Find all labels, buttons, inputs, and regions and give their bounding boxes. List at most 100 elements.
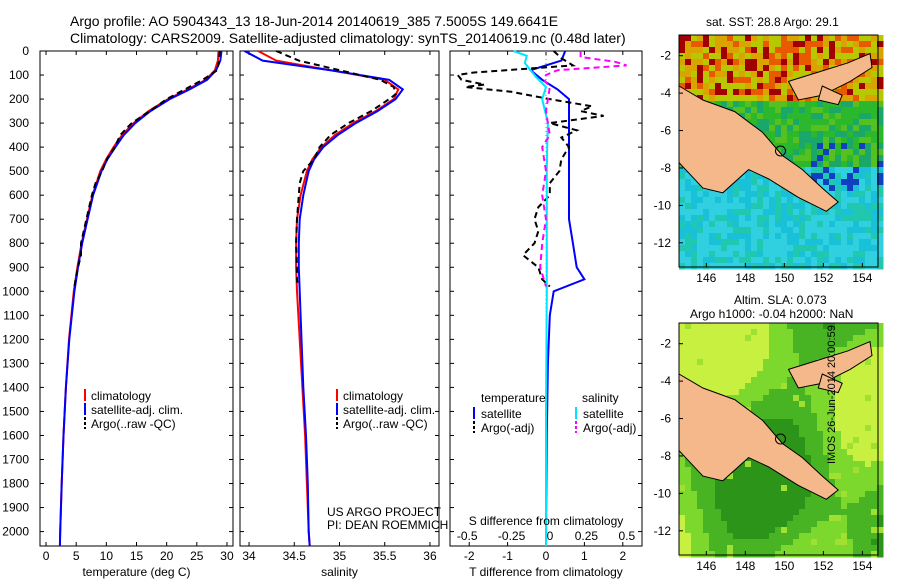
map-cell bbox=[757, 413, 764, 420]
map-cell bbox=[769, 491, 776, 498]
map-cell bbox=[775, 479, 782, 486]
map-cell bbox=[865, 77, 872, 84]
map-cell bbox=[835, 347, 842, 354]
map-cell bbox=[709, 245, 716, 252]
map-cell bbox=[799, 509, 806, 516]
map-cell bbox=[799, 449, 806, 456]
map-cell bbox=[745, 341, 752, 348]
map-cell bbox=[829, 263, 836, 270]
map-cell bbox=[793, 551, 800, 558]
map-cell bbox=[793, 419, 800, 426]
map-cell bbox=[871, 491, 878, 498]
map-cell bbox=[775, 107, 782, 114]
map-cell bbox=[835, 539, 842, 546]
map-cell bbox=[769, 509, 776, 516]
map-cell bbox=[799, 359, 806, 366]
map-cell bbox=[829, 329, 836, 336]
map-cell bbox=[775, 95, 782, 102]
map-cell bbox=[733, 347, 740, 354]
map-cell bbox=[751, 395, 758, 402]
map-cell bbox=[811, 419, 818, 426]
map-cell bbox=[787, 149, 794, 156]
map-cell bbox=[691, 41, 698, 48]
map-cell bbox=[877, 77, 884, 84]
map-cell bbox=[727, 371, 734, 378]
map-cell bbox=[877, 107, 884, 114]
map-cell bbox=[763, 521, 770, 528]
map-cell bbox=[853, 233, 860, 240]
map-cell bbox=[787, 545, 794, 552]
map-cell bbox=[847, 455, 854, 462]
map-cell bbox=[793, 437, 800, 444]
map-cell bbox=[703, 251, 710, 258]
map-cell bbox=[835, 455, 842, 462]
map-cell bbox=[721, 239, 728, 246]
map-cell bbox=[811, 203, 818, 210]
map-cell bbox=[769, 479, 776, 486]
map-lat-label: -2 bbox=[660, 337, 671, 351]
map-cell bbox=[811, 335, 818, 342]
map-cell bbox=[871, 83, 878, 90]
map-cell bbox=[865, 335, 872, 342]
map-cell bbox=[871, 539, 878, 546]
map-cell bbox=[835, 227, 842, 234]
map-cell bbox=[727, 521, 734, 528]
map-cell bbox=[811, 167, 818, 174]
map-cell bbox=[829, 53, 836, 60]
map-cell bbox=[823, 545, 830, 552]
map-cell bbox=[775, 35, 782, 42]
map-cell bbox=[847, 149, 854, 156]
map-cell bbox=[739, 41, 746, 48]
map-cell bbox=[829, 149, 836, 156]
map-cell bbox=[721, 527, 728, 534]
map-cell bbox=[793, 125, 800, 132]
map-cell bbox=[733, 527, 740, 534]
map-cell bbox=[751, 461, 758, 468]
map-cell bbox=[739, 263, 746, 270]
map-frame bbox=[678, 34, 879, 268]
map-cell bbox=[769, 125, 776, 132]
map-cell bbox=[751, 539, 758, 546]
map-cell bbox=[679, 197, 686, 204]
depth-tick-label: 1700 bbox=[2, 452, 29, 466]
map-cell bbox=[841, 497, 848, 504]
map-cell bbox=[697, 89, 704, 96]
map-cell bbox=[847, 209, 854, 216]
map-cell bbox=[847, 47, 854, 54]
map-cell bbox=[739, 77, 746, 84]
map-cell bbox=[841, 245, 848, 252]
map-cell bbox=[709, 65, 716, 72]
map-cell bbox=[829, 167, 836, 174]
map-cell bbox=[787, 335, 794, 342]
map-cell bbox=[805, 551, 812, 558]
map-cell bbox=[793, 521, 800, 528]
map-cell bbox=[811, 119, 818, 126]
map-cell bbox=[787, 263, 794, 270]
map-cell bbox=[823, 125, 830, 132]
map-cell bbox=[835, 503, 842, 510]
map-lat-label: -2 bbox=[660, 49, 671, 63]
map-cell bbox=[679, 473, 686, 480]
map-cell bbox=[847, 509, 854, 516]
map-cell bbox=[871, 437, 878, 444]
map-cell bbox=[781, 365, 788, 372]
map-cell bbox=[781, 431, 788, 438]
map-cell bbox=[763, 95, 770, 102]
map-cell bbox=[871, 95, 878, 102]
map-cell bbox=[781, 53, 788, 60]
map-cell bbox=[817, 347, 824, 354]
map-cell bbox=[841, 155, 848, 162]
map-cell bbox=[691, 545, 698, 552]
map-cell bbox=[829, 173, 836, 180]
map-cell bbox=[841, 185, 848, 192]
map-cell bbox=[757, 251, 764, 258]
map-cell bbox=[829, 515, 836, 522]
map-cell bbox=[829, 323, 836, 330]
map-cell bbox=[865, 149, 872, 156]
map-cell bbox=[691, 59, 698, 66]
map-cell bbox=[721, 197, 728, 204]
map-cell bbox=[841, 449, 848, 456]
map-cell bbox=[823, 335, 830, 342]
map-cell bbox=[835, 533, 842, 540]
map-cell bbox=[757, 341, 764, 348]
